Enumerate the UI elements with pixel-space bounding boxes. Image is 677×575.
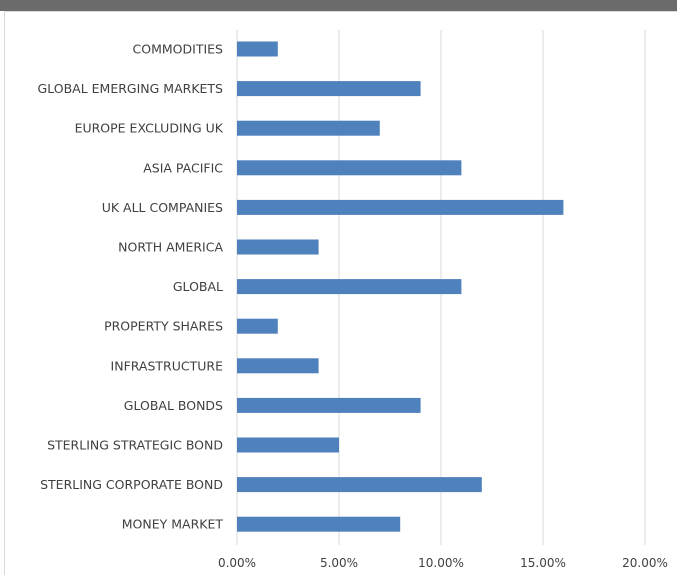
category-label: STERLING STRATEGIC BOND [47,438,223,453]
x-tick-label: 10.00% [418,556,464,570]
x-tick-label: 20.00% [622,556,668,570]
bar [237,397,421,413]
bar [237,41,278,57]
bar [237,81,421,97]
bar [237,318,278,334]
category-label: STERLING CORPORATE BOND [40,477,223,492]
category-label: UK ALL COMPANIES [102,200,223,215]
bar [237,516,401,532]
bar [237,358,319,374]
x-tick-labels: 0.00% 5.00% 10.00% 15.00% 20.00% [218,556,668,570]
window-top-band [0,0,677,11]
category-label: ASIA PACIFIC [143,160,223,175]
category-label: MONEY MARKET [122,517,224,532]
category-label: NORTH AMERICA [118,240,223,255]
x-tick-label: 0.00% [218,556,256,570]
bar [237,477,482,493]
category-label: COMMODITIES [133,42,224,57]
category-label: PROPERTY SHARES [104,319,223,334]
x-tick-label: 5.00% [320,556,358,570]
category-labels: COMMODITIES GLOBAL EMERGING MARKETS EUROPE… [38,42,224,532]
category-label: GLOBAL EMERGING MARKETS [38,81,224,96]
bars [237,41,564,532]
bar [237,239,319,255]
bar [237,120,380,136]
bar [237,199,564,215]
bar [237,437,339,453]
bar [237,160,462,176]
bar [237,279,462,295]
category-label: INFRASTRUCTURE [111,358,224,373]
category-label: GLOBAL BONDS [124,398,223,413]
x-tick-label: 15.00% [520,556,566,570]
category-label: EUROPE EXCLUDING UK [75,121,224,136]
category-label: GLOBAL [173,279,223,294]
